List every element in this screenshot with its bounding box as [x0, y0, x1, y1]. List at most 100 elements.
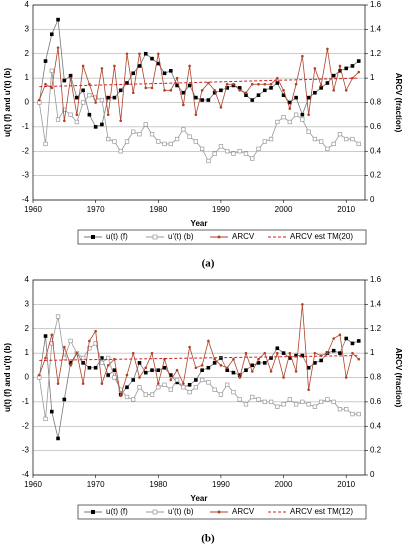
- point: [106, 95, 110, 100]
- x-tick-label: 1960: [24, 205, 42, 214]
- point: [150, 56, 154, 61]
- point: [237, 149, 242, 154]
- point: [231, 370, 236, 375]
- point: [169, 378, 173, 382]
- point: [356, 59, 361, 63]
- x-axis-label: Year: [191, 494, 208, 503]
- point: [131, 91, 135, 95]
- point: [44, 82, 47, 86]
- point: [49, 409, 54, 414]
- point: [131, 397, 136, 402]
- point: [294, 82, 298, 86]
- point: [68, 361, 73, 365]
- point: [306, 402, 311, 407]
- point: [118, 149, 123, 154]
- point: [356, 411, 361, 417]
- point: [119, 394, 122, 398]
- point: [225, 149, 230, 154]
- y-tick-label: -2: [22, 421, 30, 430]
- point: [331, 73, 336, 78]
- point: [263, 82, 267, 86]
- point: [81, 382, 85, 385]
- point: [293, 402, 299, 407]
- point: [237, 373, 242, 377]
- point: [168, 387, 173, 392]
- point: [350, 411, 355, 417]
- point: [200, 98, 204, 102]
- point: [143, 122, 148, 127]
- point: [269, 370, 273, 373]
- point: [124, 139, 130, 144]
- y-tick-label: 4: [25, 275, 30, 284]
- point: [250, 98, 255, 102]
- point: [37, 373, 41, 377]
- point: [74, 119, 79, 125]
- point: [62, 78, 67, 83]
- y2-tick-label: 1.4: [370, 299, 382, 308]
- point: [232, 82, 235, 86]
- point: [275, 404, 280, 409]
- point: [174, 377, 180, 383]
- point: [219, 364, 223, 367]
- point: [268, 136, 274, 142]
- point: [156, 52, 160, 56]
- point: [243, 151, 249, 156]
- point: [56, 436, 60, 441]
- point: [319, 84, 323, 87]
- legend-marker: [91, 510, 95, 514]
- point: [307, 388, 310, 391]
- point: [357, 70, 361, 74]
- point: [212, 361, 217, 365]
- point: [262, 361, 267, 365]
- point: [100, 122, 104, 127]
- point: [106, 113, 110, 116]
- point: [112, 95, 117, 100]
- point: [344, 66, 349, 71]
- point: [338, 333, 342, 337]
- point: [294, 370, 298, 373]
- point: [238, 89, 242, 92]
- point: [181, 127, 186, 132]
- point: [301, 54, 304, 58]
- point: [124, 394, 130, 400]
- point: [281, 93, 286, 97]
- y-axis-label: u(t) (f) and u'(t) (b): [3, 343, 12, 412]
- point: [225, 86, 229, 90]
- point: [231, 151, 236, 156]
- y2-tick-label: 1.6: [370, 275, 382, 284]
- point: [244, 91, 248, 95]
- point: [125, 81, 129, 85]
- point: [356, 141, 361, 147]
- point: [56, 46, 60, 49]
- point: [162, 382, 167, 387]
- point: [187, 389, 192, 395]
- point: [187, 134, 192, 139]
- point: [68, 112, 73, 117]
- point: [282, 89, 285, 92]
- legend-label: u'(t) (b): [168, 507, 194, 516]
- point: [112, 139, 117, 144]
- point: [175, 368, 179, 372]
- y-tick-label: -3: [22, 446, 30, 455]
- point: [49, 68, 54, 73]
- point: [338, 69, 342, 73]
- x-axis-label: Year: [191, 219, 208, 228]
- point: [206, 365, 211, 370]
- point: [49, 32, 54, 37]
- point: [43, 141, 48, 147]
- point: [175, 380, 179, 385]
- point: [150, 86, 154, 90]
- y2-tick-label: 0.6: [370, 122, 382, 131]
- point: [150, 351, 154, 355]
- series-line: [38, 18, 359, 128]
- series-line: [38, 336, 359, 439]
- point: [250, 82, 254, 86]
- legend: u(t) (f) u'(t) (b) ARCV ARCV est TM(12): [77, 504, 367, 520]
- point: [174, 136, 180, 142]
- point: [207, 339, 210, 343]
- point: [356, 339, 361, 343]
- y2-tick-label: 0.2: [370, 446, 382, 455]
- point: [281, 402, 286, 407]
- series-line: [38, 304, 360, 396]
- point: [312, 404, 318, 409]
